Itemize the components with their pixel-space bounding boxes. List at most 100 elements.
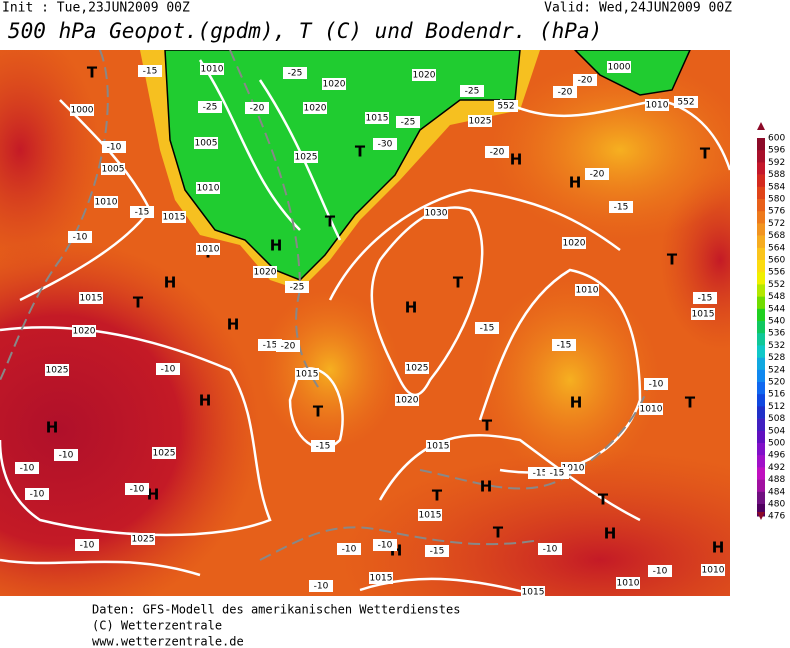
- label-box: [283, 67, 307, 79]
- color-band: [757, 186, 765, 200]
- cool-area: [480, 280, 660, 480]
- label-box: [701, 564, 725, 576]
- label-box: [395, 394, 419, 406]
- contour-label: 552: [677, 98, 694, 108]
- contour-label: 1020: [323, 80, 346, 90]
- label-box: [369, 572, 393, 584]
- cold-pool: [573, 50, 691, 96]
- footer-line: (C) Wetterzentrale: [92, 619, 222, 633]
- contour-label: -15: [557, 341, 572, 351]
- contour-label: -20: [490, 148, 505, 158]
- label-box: [194, 137, 218, 149]
- label-box: [245, 102, 269, 114]
- label-box: [475, 322, 499, 334]
- contour-label: 1020: [73, 327, 96, 337]
- contour-label: -25: [203, 103, 218, 113]
- colorbar: 600 596 592 588 584 580 576 572 568 564 560 556 552 5…: [757, 134, 785, 522]
- label-box: [648, 565, 672, 577]
- contour-label: 1010: [646, 101, 669, 111]
- label-box: [521, 586, 545, 598]
- colorbar-label: 584: [768, 182, 785, 192]
- label-box: [693, 292, 717, 304]
- colorbar-label: 508: [768, 414, 785, 424]
- colorbar-label: 496: [768, 451, 785, 461]
- pressure-center: T: [667, 251, 678, 269]
- label-box: [162, 211, 186, 223]
- init-time: Init : Tue,23JUN2009 00Z: [2, 1, 190, 16]
- pressure-center: H: [480, 478, 493, 496]
- colorbar-label: 536: [768, 329, 785, 339]
- color-band: [757, 284, 765, 297]
- label-box: [295, 368, 319, 380]
- contour-label: 1020: [396, 396, 419, 406]
- color-band: [757, 211, 765, 224]
- colorbar-label: 568: [768, 231, 785, 241]
- contour-label: 1005: [102, 165, 125, 175]
- colorbar-label: 476: [768, 512, 785, 522]
- pressure-center: T: [453, 274, 464, 292]
- contour-label: 1025: [132, 535, 155, 545]
- contour-label: -10: [107, 143, 122, 153]
- color-band: [757, 162, 765, 175]
- label-box: [94, 196, 118, 208]
- contour-label: 1015: [366, 114, 389, 124]
- contour-label: 1010: [562, 464, 585, 474]
- colorbar-label: 484: [768, 487, 785, 497]
- color-band: [757, 491, 765, 505]
- label-box: [337, 543, 361, 555]
- color-band: [757, 308, 765, 322]
- label-box: [294, 151, 318, 163]
- pressure-center: H: [199, 392, 212, 410]
- label-box: [303, 102, 327, 114]
- pressure-center: T: [355, 143, 366, 161]
- color-band: [757, 333, 765, 346]
- label-box: [373, 138, 397, 150]
- label-box: [585, 168, 609, 180]
- contour-label: 1020: [563, 239, 586, 249]
- color-band: [757, 345, 765, 358]
- label-box: [196, 243, 220, 255]
- pressure-center: H: [510, 151, 523, 169]
- contour-label: -15: [143, 67, 158, 77]
- contour-label: -20: [281, 342, 296, 352]
- label-box: [418, 509, 442, 521]
- contour-label: 1015: [370, 574, 393, 584]
- color-band: [757, 382, 765, 395]
- label-box: [253, 266, 277, 278]
- label-box: [552, 339, 576, 351]
- label-box: [72, 325, 96, 337]
- contour-label: 1010: [95, 198, 118, 208]
- contour-label: -10: [378, 541, 393, 551]
- color-band: [757, 479, 765, 493]
- color-band: [757, 321, 765, 334]
- label-box: [424, 207, 448, 219]
- label-box: [405, 362, 429, 374]
- label-box: [373, 539, 397, 551]
- colorbar-label: 596: [768, 146, 785, 156]
- color-band: [757, 235, 765, 249]
- colorbar-label: 572: [768, 219, 785, 229]
- pressure-center: T: [493, 524, 504, 542]
- contour-label: 1010: [197, 184, 220, 194]
- pressure-center: H: [147, 486, 160, 504]
- colorbar-label: 560: [768, 256, 785, 266]
- color-band: [757, 260, 765, 273]
- label-box: [616, 577, 640, 589]
- cool-area: [260, 290, 400, 450]
- contour-label: -10: [80, 541, 95, 551]
- contour-label: 1010: [576, 286, 599, 296]
- pressure-center: T: [598, 491, 609, 509]
- contour-label: -15: [698, 294, 713, 304]
- contour-label: 1015: [692, 310, 715, 320]
- color-band: [757, 272, 765, 285]
- label-box: [131, 533, 155, 545]
- label-box: [68, 231, 92, 243]
- pressure-center: H: [570, 394, 583, 412]
- contour-label: -10: [161, 365, 176, 375]
- contour-label: -15: [135, 208, 150, 218]
- colorbar-label: 512: [768, 402, 785, 412]
- colorbar-label: 540: [768, 317, 785, 327]
- label-box: [553, 86, 577, 98]
- colorbar-label: 532: [768, 341, 785, 351]
